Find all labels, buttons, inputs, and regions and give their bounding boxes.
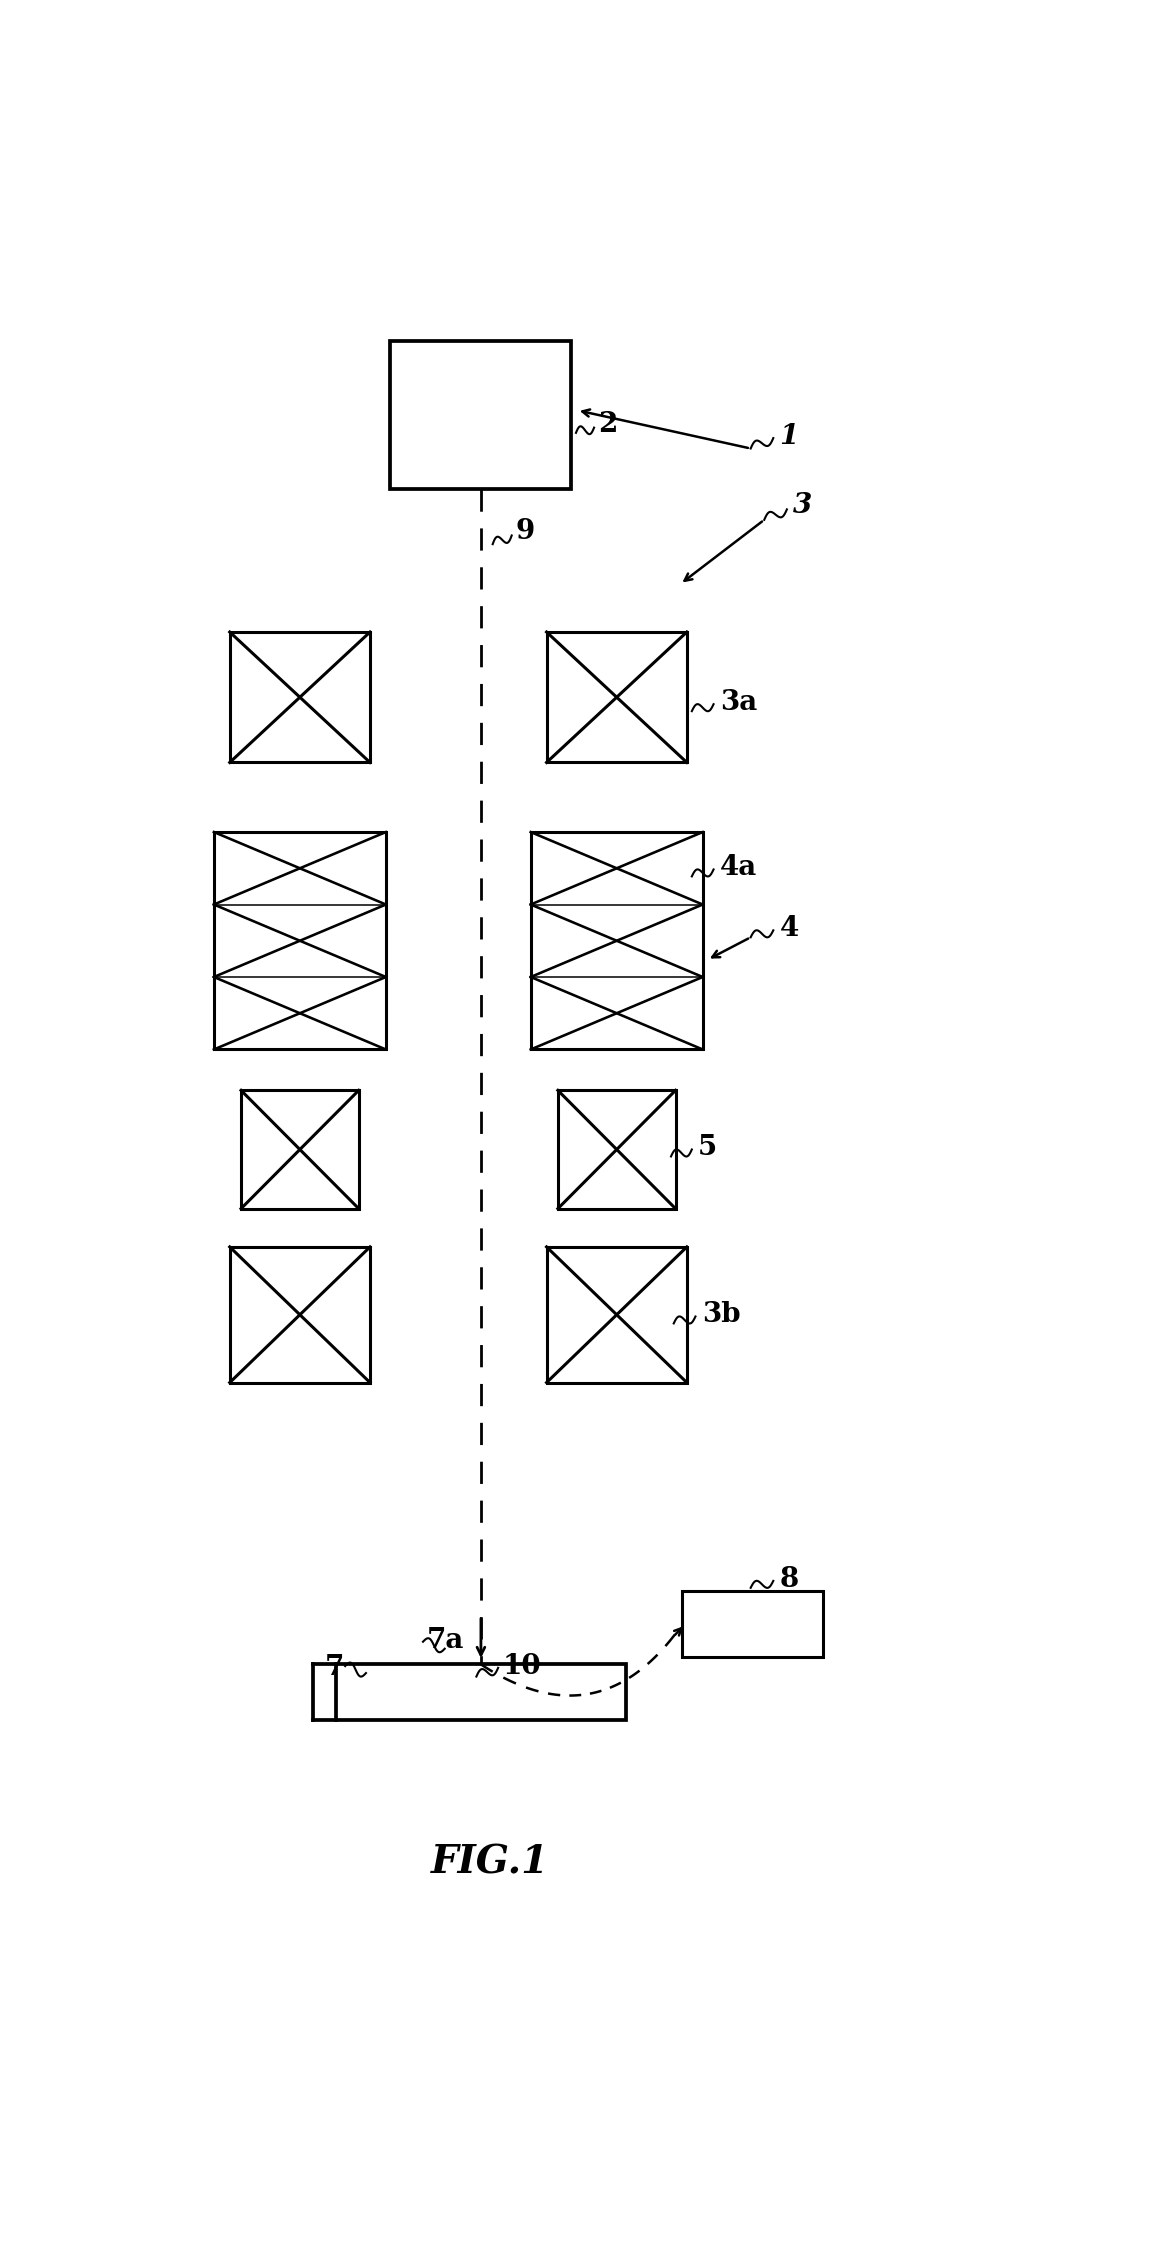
Text: 7: 7 xyxy=(325,1654,343,1681)
Text: 7a: 7a xyxy=(426,1626,464,1654)
Text: 3: 3 xyxy=(793,492,813,520)
Bar xyxy=(241,1091,359,1209)
Text: 2: 2 xyxy=(598,411,618,438)
Text: 10: 10 xyxy=(502,1654,541,1681)
Text: 3b: 3b xyxy=(702,1301,741,1328)
Bar xyxy=(230,633,370,764)
Bar xyxy=(336,1665,626,1719)
Bar xyxy=(230,1247,370,1383)
Bar xyxy=(547,1247,687,1383)
Text: 5: 5 xyxy=(698,1134,717,1161)
Text: 4a: 4a xyxy=(719,854,757,881)
Bar xyxy=(547,633,687,764)
Text: 1: 1 xyxy=(780,422,799,450)
Text: 8: 8 xyxy=(780,1565,799,1593)
Bar xyxy=(530,831,703,1050)
Bar xyxy=(214,831,385,1050)
Text: FIG.1: FIG.1 xyxy=(431,1843,549,1882)
Text: 3a: 3a xyxy=(719,689,757,716)
Bar xyxy=(682,1590,822,1658)
Bar xyxy=(558,1091,675,1209)
Text: 9: 9 xyxy=(515,520,535,544)
Text: 4: 4 xyxy=(780,915,799,942)
Bar xyxy=(390,341,571,488)
